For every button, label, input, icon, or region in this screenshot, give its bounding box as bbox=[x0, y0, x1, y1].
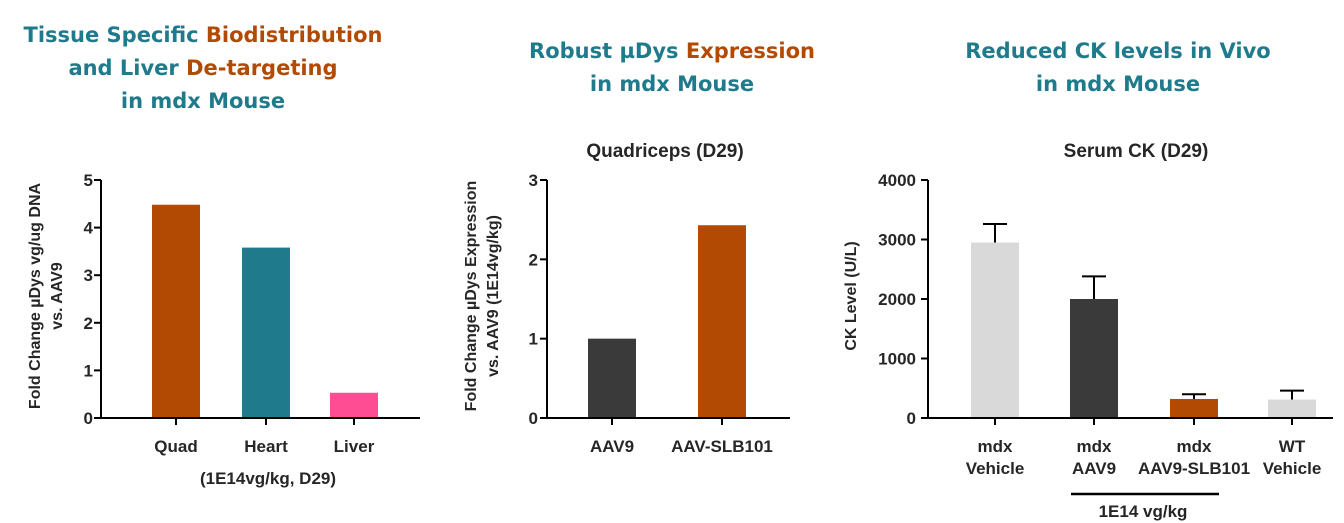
bar bbox=[1170, 398, 1218, 418]
y-tick-label: 2000 bbox=[878, 290, 916, 309]
y-tick-label: 3 bbox=[84, 266, 93, 285]
x-tick-label: Vehicle bbox=[1263, 459, 1322, 478]
y-axis-label: vs. AAV9 bbox=[49, 262, 66, 330]
bar bbox=[698, 225, 746, 418]
heading-segment: Reduced CK levels in Vivo bbox=[965, 39, 1270, 63]
bar bbox=[242, 247, 290, 418]
chart-title: Quadriceps (D29) bbox=[586, 141, 743, 162]
bar bbox=[588, 338, 636, 418]
bar bbox=[330, 392, 378, 418]
y-tick-label: 1 bbox=[84, 361, 93, 380]
x-tick-label: Liver bbox=[334, 437, 375, 456]
y-tick-label: 0 bbox=[529, 409, 538, 428]
x-tick-label: AAV9-SLB101 bbox=[1138, 459, 1250, 478]
x-tick-label: AAV9 bbox=[1072, 459, 1116, 478]
panel-3-heading-line-1: Reduced CK levels in Vivo bbox=[965, 39, 1270, 63]
panel-1-heading-line-3: in mdx Mouse bbox=[121, 89, 285, 113]
bar bbox=[152, 204, 200, 418]
panel-3-heading-line-2: in mdx Mouse bbox=[1036, 72, 1200, 96]
y-tick-label: 4000 bbox=[878, 171, 916, 190]
y-tick-label: 0 bbox=[907, 409, 916, 428]
bar bbox=[1070, 299, 1118, 418]
x-tick-label: Quad bbox=[154, 437, 197, 456]
heading-segment: Robust µDys bbox=[529, 39, 686, 63]
panel-1-heading-line-2: and Liver De-targeting bbox=[68, 56, 337, 80]
x-tick-label: mdx bbox=[1177, 437, 1213, 456]
panel-1-heading-line-1: Tissue Specific Biodistribution bbox=[24, 23, 383, 47]
y-tick-label: 2 bbox=[84, 314, 93, 333]
chart-1: 0 1 2 3 4 5 Quad Heart Liver Fold Change µDys vg/… bbox=[27, 171, 420, 488]
y-axis-label: CK Level (U/L) bbox=[843, 241, 860, 350]
heading-segment: Tissue Specific bbox=[24, 23, 206, 47]
x-tick-label: mdx bbox=[978, 437, 1014, 456]
y-tick-label: 0 bbox=[84, 409, 93, 428]
x-tick-label: WT bbox=[1279, 437, 1306, 456]
chart-2: Quadriceps (D29) 0 1 2 3 AAV9 AAV-SLB101 Fold C… bbox=[463, 141, 790, 456]
heading-segment: in mdx Mouse bbox=[1036, 72, 1200, 96]
x-axis-label: 1E14 vg/kg bbox=[1099, 502, 1188, 521]
heading-segment: Expression bbox=[686, 39, 815, 63]
bar bbox=[1268, 399, 1316, 418]
y-tick-label: 3000 bbox=[878, 231, 916, 250]
y-tick-label: 1 bbox=[529, 330, 538, 349]
y-axis-label: Fold Change µDys vg/ug DNA bbox=[27, 183, 44, 410]
chart-title: Serum CK (D29) bbox=[1064, 141, 1209, 162]
y-tick-label: 2 bbox=[529, 250, 538, 269]
y-tick-label: 4 bbox=[84, 219, 94, 238]
y-axis-label: Fold Change µDys Expression bbox=[463, 181, 480, 412]
y-tick-label: 5 bbox=[84, 171, 93, 190]
y-tick-label: 1000 bbox=[878, 350, 916, 369]
heading-segment: Biodistribution bbox=[206, 23, 383, 47]
x-tick-label: mdx bbox=[1077, 437, 1113, 456]
charts: 0 1 2 3 4 5 Quad Heart Liver Fold Change µDys vg/… bbox=[27, 141, 1333, 521]
bar bbox=[971, 242, 1019, 418]
chart-3: Serum CK (D29) 0 1000 2000 3000 4000 mdx Vehicl… bbox=[843, 141, 1333, 521]
y-axis-label: vs. AAV9 (1E14vg/kg) bbox=[485, 215, 502, 377]
x-tick-label: AAV-SLB101 bbox=[671, 437, 773, 456]
panel-headings: Tissue Specific Biodistribution and Liver… bbox=[24, 23, 1271, 113]
heading-segment: and Liver bbox=[68, 56, 186, 80]
heading-segment: De-targeting bbox=[186, 56, 337, 80]
panel-2-heading-line-1: Robust µDys Expression bbox=[529, 39, 815, 63]
x-axis-label: (1E14vg/kg, D29) bbox=[200, 469, 336, 488]
y-tick-label: 3 bbox=[529, 171, 538, 190]
heading-segment: in mdx Mouse bbox=[121, 89, 285, 113]
x-tick-label: Vehicle bbox=[966, 459, 1025, 478]
x-tick-label: Heart bbox=[244, 437, 288, 456]
panel-2-heading-line-2: in mdx Mouse bbox=[590, 72, 754, 96]
heading-segment: in mdx Mouse bbox=[590, 72, 754, 96]
x-tick-label: AAV9 bbox=[590, 437, 634, 456]
